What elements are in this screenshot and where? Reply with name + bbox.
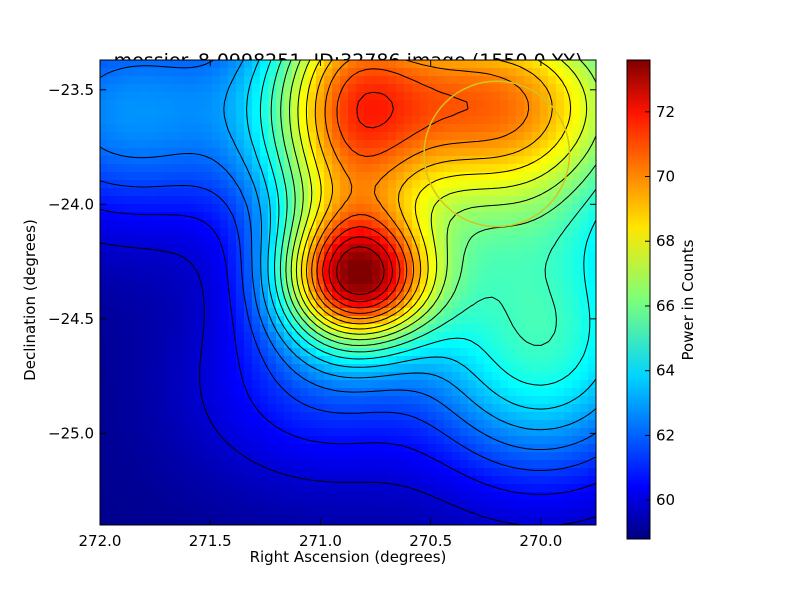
- x-tick-label: 272.0: [79, 532, 122, 550]
- marker-dotted-trail: [526, 73, 571, 144]
- y-axis-title: Declination (degrees): [21, 219, 39, 381]
- contour-level: [289, 60, 596, 341]
- x-axis-title: Right Ascension (degrees): [250, 548, 447, 566]
- colorbar-tick-label: 68: [656, 232, 675, 250]
- y-axis: −23.5 −24.0 −24.5 −25.0: [48, 81, 596, 442]
- contour-level: [100, 180, 596, 471]
- contour-level: [300, 60, 572, 330]
- heatmap-surface: [100, 60, 596, 525]
- x-tick-label: 270.5: [409, 532, 452, 550]
- colorbar-tick-label: 60: [656, 491, 675, 509]
- plot-frame: [99, 59, 597, 526]
- marker-layer: [423, 73, 571, 228]
- colorbar-title: Power in Counts: [679, 239, 697, 360]
- colorbar-tick-label: 66: [656, 297, 675, 315]
- x-tick-label: 271.5: [189, 532, 232, 550]
- colorbar-axis: 60 62 64 66 68 70 72: [645, 103, 675, 509]
- colorbar: [627, 60, 650, 539]
- contour-level: [100, 242, 596, 525]
- contour-level: [280, 60, 596, 346]
- y-tick-label: −25.0: [48, 424, 94, 442]
- contour-level: [270, 60, 596, 353]
- contour-level: [316, 68, 469, 314]
- contour-level: [295, 60, 588, 335]
- colorbar-frame: [626, 59, 651, 540]
- contour-level: [100, 208, 596, 495]
- x-axis: 272.0 271.5 271.0 270.5 270.0: [79, 60, 562, 550]
- contour-level: [100, 60, 596, 451]
- contour-level: [306, 60, 553, 325]
- colorbar-tick-label: 62: [656, 426, 675, 444]
- y-tick-label: −24.0: [48, 195, 94, 213]
- contour-level: [223, 60, 596, 431]
- contour-level: [259, 60, 596, 386]
- contour-level: [246, 60, 596, 410]
- contour-level: [328, 236, 393, 303]
- y-tick-label: −24.5: [48, 310, 94, 328]
- contour-lines: [100, 60, 596, 525]
- contour-level: [336, 246, 385, 295]
- marker-circle: [423, 80, 571, 228]
- x-tick-label: 271.0: [299, 532, 342, 550]
- colorbar-tick-label: 64: [656, 362, 675, 380]
- colorbar-tick-label: 72: [656, 103, 675, 121]
- y-tick-label: −23.5: [48, 81, 94, 99]
- contour-level: [311, 60, 530, 320]
- colorbar-tick-label: 70: [656, 168, 675, 186]
- x-tick-label: 270.0: [519, 532, 562, 550]
- contour-level: [322, 91, 401, 309]
